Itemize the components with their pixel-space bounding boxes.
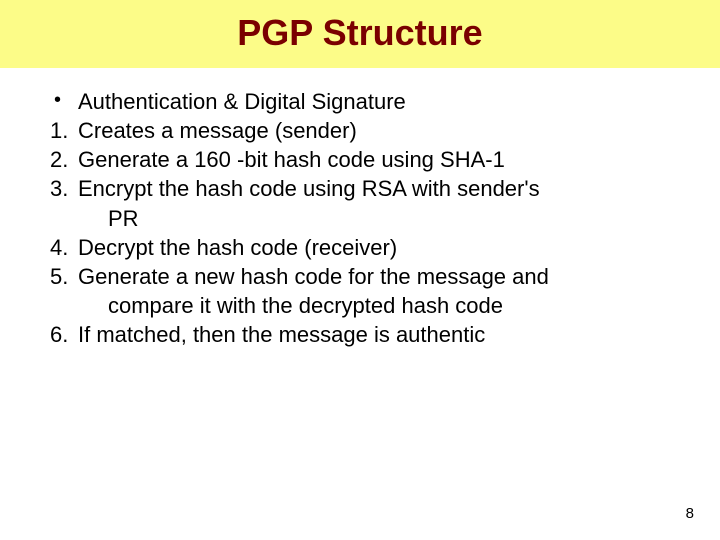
body-line: compare it with the decrypted hash code	[44, 292, 676, 320]
body-line: •Authentication & Digital Signature	[44, 88, 676, 116]
body-text: Creates a message (sender)	[78, 117, 676, 145]
body-line: 3.Encrypt the hash code using RSA with s…	[44, 175, 676, 203]
content-area: •Authentication & Digital Signature1.Cre…	[0, 68, 720, 349]
body-text: Authentication & Digital Signature	[78, 88, 676, 116]
number-marker: 4.	[44, 234, 78, 262]
body-text: If matched, then the message is authenti…	[78, 321, 676, 349]
body-text: compare it with the decrypted hash code	[44, 292, 676, 320]
body-text: Generate a 160 -bit hash code using SHA-…	[78, 146, 676, 174]
body-line: 1.Creates a message (sender)	[44, 117, 676, 145]
bullet-icon: •	[44, 88, 78, 116]
slide-title: PGP Structure	[237, 12, 482, 53]
number-marker: 2.	[44, 146, 78, 174]
body-line: 5.Generate a new hash code for the messa…	[44, 263, 676, 291]
body-line: PR	[44, 205, 676, 233]
body-text: PR	[44, 205, 676, 233]
number-marker: 3.	[44, 175, 78, 203]
body-line: 6.If matched, then the message is authen…	[44, 321, 676, 349]
body-line: 2.Generate a 160 -bit hash code using SH…	[44, 146, 676, 174]
body-line: 4.Decrypt the hash code (receiver)	[44, 234, 676, 262]
number-marker: 5.	[44, 263, 78, 291]
page-number: 8	[686, 505, 694, 522]
body-text: Generate a new hash code for the message…	[78, 263, 676, 291]
body-text: Encrypt the hash code using RSA with sen…	[78, 175, 676, 203]
number-marker: 1.	[44, 117, 78, 145]
body-text: Decrypt the hash code (receiver)	[78, 234, 676, 262]
number-marker: 6.	[44, 321, 78, 349]
title-bar: PGP Structure	[0, 0, 720, 68]
